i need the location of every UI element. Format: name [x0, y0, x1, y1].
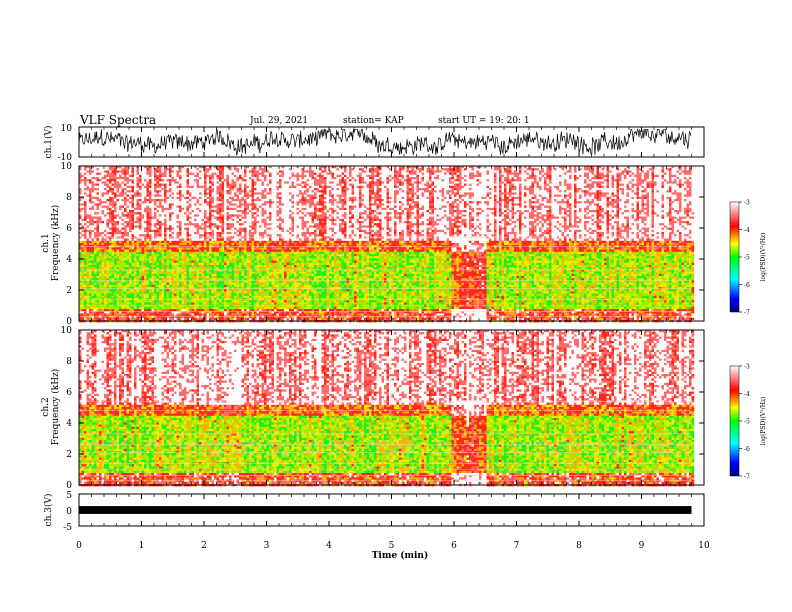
ch3-ytick-top: 5: [66, 491, 72, 501]
ch2-colorbar-gradient: [730, 366, 739, 476]
ch1-waveform-panel: 10 -10 ch.1(V): [43, 124, 704, 163]
spec1-ytick-1: 2: [66, 286, 72, 296]
cb2-ticks-1: -4: [744, 391, 750, 398]
ch1-colorbar-gradient: [730, 202, 739, 312]
spec1-ytick-2: 4: [66, 255, 72, 265]
spec1-ytick-3: 6: [66, 224, 72, 234]
ch2-colorbar-label: log(PSD)(V²/Hz): [760, 397, 767, 446]
x-tick-label-0: 0: [76, 541, 82, 551]
ch1-ylabel-channel: ch.1: [41, 233, 51, 252]
ch1-colorbar-label: log(PSD)(V²/Hz): [760, 233, 767, 282]
vlf-figure: 10 -10 ch.1(V) 0246810 ch.1 Frequency (k…: [0, 0, 792, 612]
x-tick-label-6: 6: [451, 541, 457, 551]
cb2-ticks-3: -6: [744, 446, 750, 453]
spec2-ytick-3: 6: [66, 388, 72, 398]
cb2-ticks-0: -3: [744, 364, 750, 371]
ch2-spectrogram-panel: 0 2 4 6 8 10 ch.2 Frequency (kHz): [41, 326, 704, 491]
x-tick-label-10: 10: [698, 541, 710, 551]
ch3-waveform-panel: 5 0 -5 ch.3(V): [43, 491, 704, 533]
x-tick-label-1: 1: [139, 541, 145, 551]
ch1-colorbar-ticks: -3 -4 -5 -6 -7: [739, 200, 750, 317]
ch3-ylabel: ch.3(V): [43, 494, 54, 527]
spec2-ytick-4: 8: [66, 357, 72, 367]
ch1-ylabel: ch.1(V): [43, 126, 54, 159]
ch2-ylabel-frequency: Frequency (kHz): [50, 369, 61, 446]
x-tick-label-5: 5: [389, 541, 395, 551]
ch1-waveform-trace: [79, 129, 691, 155]
x-tick-label-9: 9: [639, 541, 645, 551]
ch2-spectrogram-heatmap: [79, 330, 694, 486]
spec2-ytick-5: 10: [61, 326, 73, 336]
cb1-ticks-4: -7: [744, 310, 750, 317]
x-tick-label-4: 4: [326, 541, 332, 551]
cb2-ticks-2: -5: [744, 419, 750, 426]
cb1-ticks-0: -3: [744, 200, 750, 207]
ch1-ylabel-frequency: Frequency (kHz): [50, 205, 61, 282]
spec1-ytick-4: 8: [66, 193, 72, 203]
spec2-ytick-2: 4: [66, 419, 72, 429]
ch2-colorbar-ticks: -3 -4 -5 -6 -7: [739, 364, 750, 481]
x-tick-label-8: 8: [576, 541, 582, 551]
ch2-ylabel-channel: ch.2: [41, 397, 51, 416]
x-tick-label-2: 2: [201, 541, 207, 551]
cb1-ticks-1: -4: [744, 227, 750, 234]
spec1-ytick-5: 10: [61, 162, 73, 172]
ch3-ytick-bottom: -5: [63, 523, 72, 533]
ch1-colorbar: -3 -4 -5 -6 -7 log(PSD)(V²/Hz): [730, 200, 767, 317]
spec2-ytick-0: 0: [66, 481, 72, 491]
x-tick-label-3: 3: [264, 541, 270, 551]
ch1-spectrogram-heatmap: [79, 166, 694, 322]
cb1-ticks-3: -6: [744, 282, 750, 289]
ch3-ytick-middle: 0: [66, 507, 72, 517]
spec2-ytick-1: 2: [66, 450, 72, 460]
x-axis-label: Time (min): [372, 550, 429, 561]
x-tick-label-7: 7: [514, 541, 520, 551]
ch2-colorbar: -3 -4 -5 -6 -7 log(PSD)(V²/Hz): [730, 364, 767, 481]
cb2-ticks-4: -7: [744, 474, 750, 481]
ch3-waveform-trace: [79, 506, 692, 514]
ch1-ytick-top: 10: [61, 124, 73, 134]
cb1-ticks-2: -5: [744, 255, 750, 262]
